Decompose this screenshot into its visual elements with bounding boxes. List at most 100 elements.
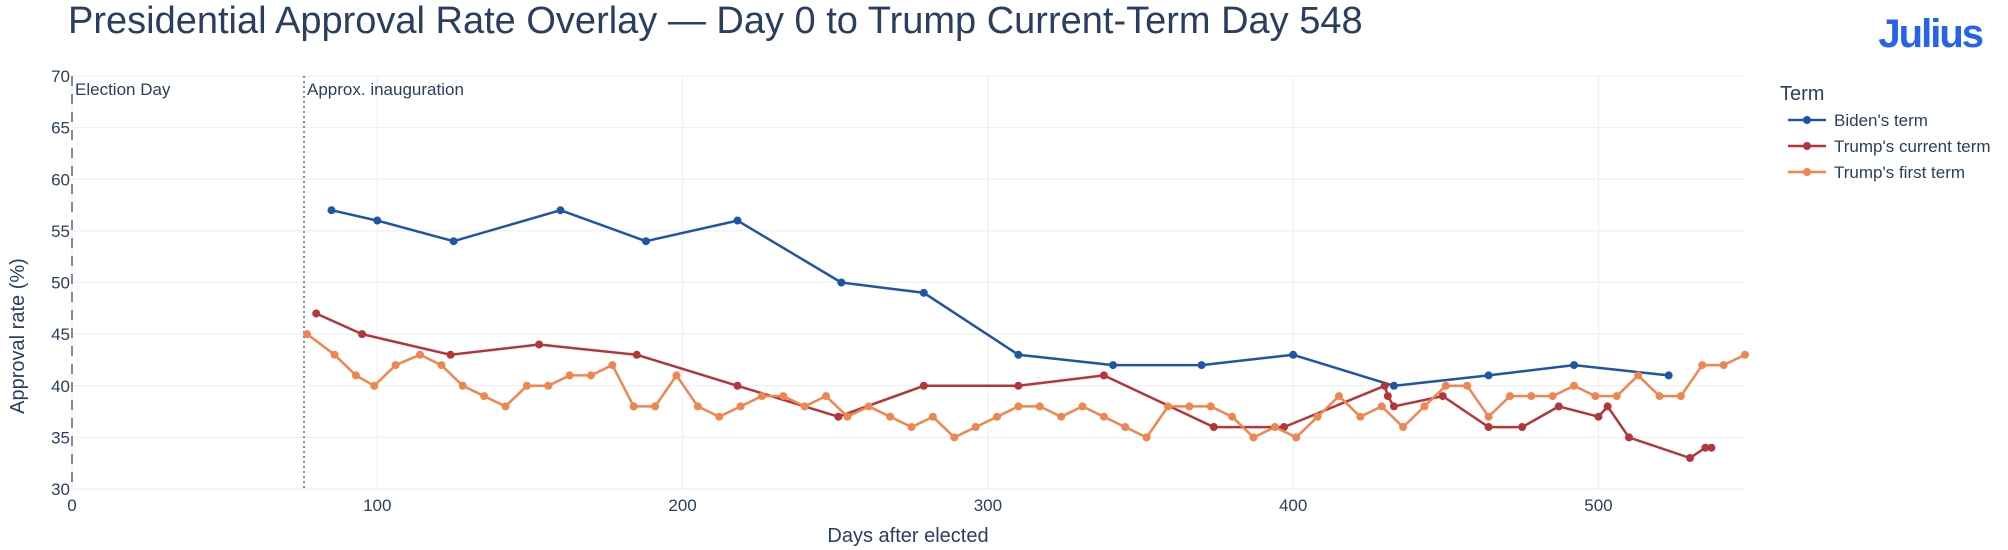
data-point <box>1334 392 1343 401</box>
x-tick-label: 100 <box>363 496 391 515</box>
x-tick-label: 500 <box>1584 496 1612 515</box>
data-point <box>1014 402 1023 411</box>
legend-item[interactable]: Biden's term <box>1788 111 1928 130</box>
data-point <box>480 392 489 401</box>
data-point <box>1209 423 1218 432</box>
data-point <box>1289 350 1298 359</box>
data-point <box>1676 392 1685 401</box>
data-point <box>1686 454 1695 463</box>
data-point <box>919 381 928 390</box>
data-point <box>971 423 980 432</box>
y-axis-title: Approval rate (%) <box>7 258 29 414</box>
data-point <box>1441 381 1450 390</box>
data-point <box>651 402 660 411</box>
chart-title: Presidential Approval Rate Overlay — Day… <box>68 0 1363 42</box>
data-point <box>928 412 937 421</box>
legend-item[interactable]: Trump's current term <box>1788 137 1991 156</box>
data-point <box>1228 412 1237 421</box>
data-point <box>1035 402 1044 411</box>
data-point <box>1698 361 1707 370</box>
legend-title: Term <box>1780 83 1824 105</box>
data-point <box>535 340 544 349</box>
data-point <box>1292 433 1301 442</box>
data-point <box>1057 412 1066 421</box>
data-point <box>886 412 895 421</box>
data-point <box>1356 412 1365 421</box>
data-point <box>1570 381 1579 390</box>
x-axis-title: Days after elected <box>827 525 988 547</box>
data-point <box>1484 412 1493 421</box>
y-tick-label: 70 <box>51 67 70 86</box>
data-point <box>641 237 650 246</box>
data-point <box>358 330 367 339</box>
data-point <box>1163 402 1172 411</box>
data-point <box>522 381 531 390</box>
data-point <box>1701 443 1710 452</box>
y-tick-label: 60 <box>51 170 70 189</box>
data-point <box>608 361 617 370</box>
data-point <box>446 350 455 359</box>
data-point <box>1014 350 1023 359</box>
data-point <box>1554 402 1563 411</box>
data-point <box>303 330 312 339</box>
data-point <box>1591 392 1600 401</box>
y-tick-label: 35 <box>51 428 70 447</box>
data-point <box>1624 433 1633 442</box>
data-point <box>1185 402 1194 411</box>
data-point <box>373 216 382 225</box>
data-point <box>1505 392 1514 401</box>
series-2 <box>303 330 1749 442</box>
data-point <box>1594 412 1603 421</box>
data-point <box>837 278 846 287</box>
x-tick-label: 0 <box>67 496 76 515</box>
data-point <box>1655 392 1664 401</box>
data-point <box>1380 381 1389 390</box>
data-point <box>1121 423 1130 432</box>
axis-ticks: 30 35 40 45 50 55 60 65 70 0 100 200 300 400 500 <box>51 67 1613 515</box>
data-point <box>822 392 831 401</box>
y-tick-label: 30 <box>51 480 70 499</box>
legend-label: Biden's term <box>1834 111 1928 130</box>
legend-label: Trump's current term <box>1834 137 1991 156</box>
brand-logo: Julius <box>1878 12 1984 56</box>
data-point <box>672 371 681 380</box>
data-point <box>1463 381 1472 390</box>
data-point <box>864 402 873 411</box>
data-point <box>1389 381 1398 390</box>
data-point <box>1383 392 1392 401</box>
data-point <box>330 350 339 359</box>
x-tick-label: 400 <box>1279 496 1307 515</box>
data-point <box>919 288 928 297</box>
data-point <box>1548 392 1557 401</box>
data-point <box>733 216 742 225</box>
legend-swatch-marker <box>1803 142 1811 150</box>
data-point <box>693 402 702 411</box>
x-tick-label: 200 <box>668 496 696 515</box>
data-point <box>779 392 788 401</box>
data-point <box>1420 402 1429 411</box>
data-point <box>1142 433 1151 442</box>
data-point <box>736 402 745 411</box>
data-point <box>1741 350 1749 359</box>
data-point <box>1249 433 1258 442</box>
y-tick-label: 40 <box>51 377 70 396</box>
data-point <box>565 371 574 380</box>
data-point <box>800 402 809 411</box>
legend-item[interactable]: Trump's first term <box>1788 163 1965 182</box>
series-0 <box>327 206 1673 390</box>
data-point <box>449 237 458 246</box>
data-point <box>1634 371 1643 380</box>
data-point <box>1078 402 1087 411</box>
data-point <box>1099 371 1108 380</box>
data-point <box>1270 423 1279 432</box>
data-point <box>556 206 565 215</box>
y-tick-label: 45 <box>51 325 70 344</box>
data-point <box>1570 361 1579 370</box>
series-line <box>331 208 1669 388</box>
data-point <box>501 402 510 411</box>
data-point <box>327 206 336 215</box>
data-point <box>843 412 852 421</box>
y-tick-label: 55 <box>51 222 70 241</box>
legend-swatch-marker <box>1803 168 1811 176</box>
